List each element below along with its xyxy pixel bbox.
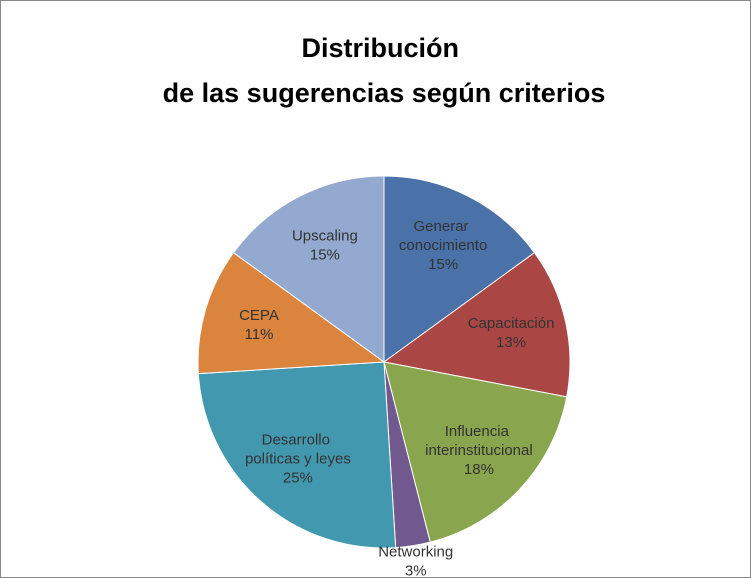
slice-label: Networking xyxy=(378,544,453,561)
slice-label: Capacitación xyxy=(468,315,555,332)
slice-label: Influencia interinstitucional xyxy=(425,423,533,459)
slice-value-label: 11% xyxy=(245,326,274,343)
slice-value-label: 15% xyxy=(310,246,340,263)
pie-slice xyxy=(383,361,568,543)
slice-label: CEPA xyxy=(239,307,279,324)
chart-title: Distribución de las sugerencias según cr… xyxy=(163,33,606,108)
slice-value-label: 25% xyxy=(283,470,313,487)
slice-label: Desarrollo políticas y leyes xyxy=(245,432,351,468)
slice-value-label: 15% xyxy=(428,256,458,273)
slice-label: Upscaling xyxy=(292,227,358,244)
slice-value-label: 13% xyxy=(496,334,526,351)
slice-label: Generar conocimiento xyxy=(399,218,487,254)
slice-value-label: 18% xyxy=(464,461,494,478)
pie-slice xyxy=(232,175,385,363)
pie-slice xyxy=(197,361,397,549)
pie-slice xyxy=(197,251,386,375)
pie-slice xyxy=(383,175,536,363)
pie-slice xyxy=(382,251,571,398)
slice-value-label: 3% xyxy=(405,563,427,578)
